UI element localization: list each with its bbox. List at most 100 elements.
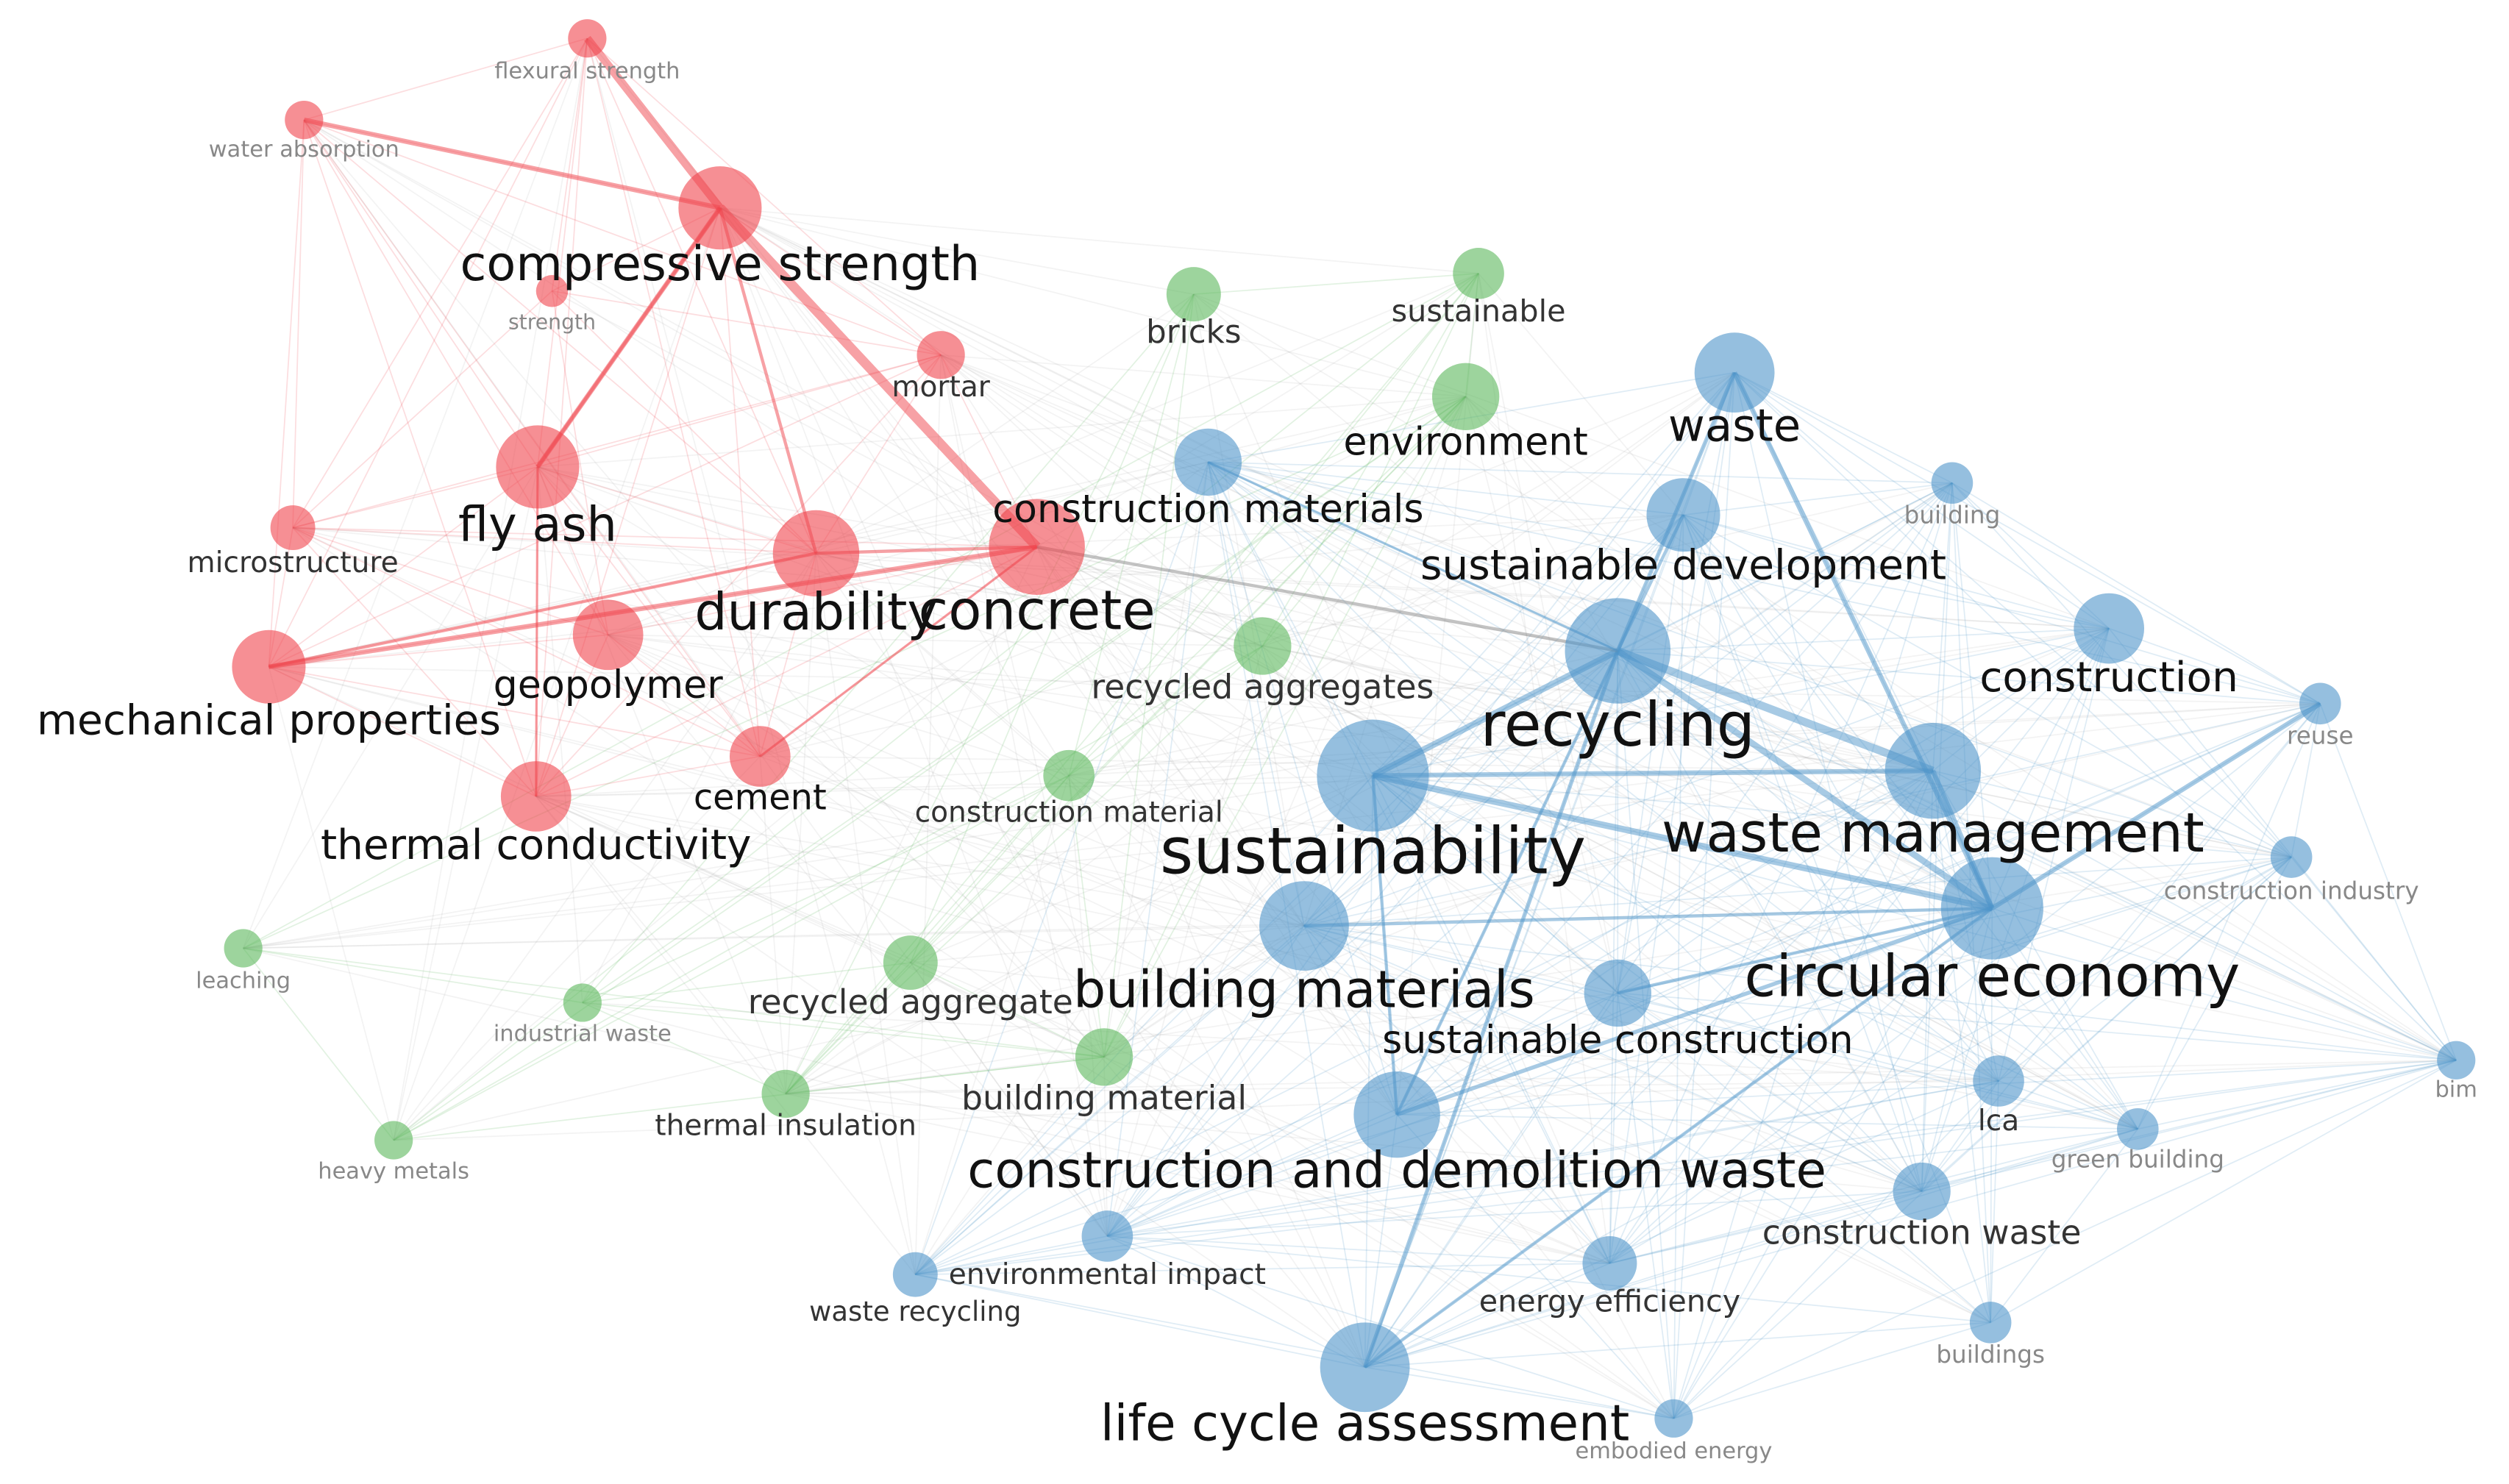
- edge: [759, 396, 1467, 757]
- node-label: sustainability: [1160, 813, 1586, 888]
- edge: [1208, 461, 2321, 704]
- edge: [1921, 1128, 2138, 1192]
- edge: [1036, 273, 1479, 548]
- edge: [816, 514, 1684, 554]
- edge: [537, 466, 1305, 927]
- edge: [910, 925, 1305, 963]
- edge: [607, 634, 1108, 1237]
- node-label: building material: [961, 1079, 1247, 1118]
- node: [761, 1069, 810, 1119]
- edge: [1068, 774, 2457, 1061]
- edge: [915, 1263, 1610, 1276]
- edge: [914, 650, 1618, 1275]
- edge: [1208, 461, 2457, 1061]
- edge: [1951, 482, 2292, 858]
- edge: [1465, 396, 2138, 1130]
- edge: [292, 527, 608, 636]
- edge: [1303, 482, 1953, 927]
- edge: [910, 775, 1070, 963]
- edge: [293, 527, 1037, 548]
- edge: [719, 207, 1618, 652]
- edge: [1207, 462, 1305, 927]
- edge: [1932, 482, 1953, 771]
- strong-edge: [1396, 906, 1993, 1117]
- edge: [535, 755, 761, 797]
- edge: [1364, 992, 1619, 1368]
- edge: [915, 1059, 2457, 1275]
- edge: [2138, 1059, 2457, 1130]
- strong-edge: [1371, 775, 1399, 1115]
- edge: [1068, 273, 1479, 777]
- edge: [243, 273, 1479, 949]
- edge: [551, 38, 588, 291]
- node: [1174, 428, 1242, 496]
- edge: [719, 207, 1934, 771]
- edge: [303, 119, 1999, 1082]
- node-label: construction: [1979, 654, 2238, 702]
- edge: [393, 702, 2321, 1141]
- node: [2074, 593, 2145, 664]
- edge: [760, 755, 1922, 1192]
- node: [883, 935, 938, 991]
- node: [1453, 248, 1504, 299]
- edge: [1364, 1321, 1991, 1369]
- edge: [292, 38, 588, 529]
- strong-edge: [1036, 545, 1618, 653]
- edge: [1998, 628, 2110, 1082]
- edge: [582, 293, 1195, 1004]
- edge: [268, 514, 1684, 668]
- node: [1646, 478, 1720, 552]
- edge: [1069, 702, 2321, 777]
- edge: [2291, 857, 2457, 1061]
- edge: [1673, 1080, 1999, 1419]
- edge: [535, 796, 1922, 1192]
- node-label: industrial waste: [494, 1021, 672, 1046]
- node: [1075, 1028, 1134, 1086]
- edge: [785, 546, 1038, 1094]
- nodes: [224, 19, 2476, 1438]
- edge: [1107, 1191, 1922, 1237]
- edge: [537, 466, 1373, 777]
- edges: [242, 35, 2458, 1419]
- edge: [1951, 482, 2321, 704]
- edge: [1734, 372, 2292, 858]
- edge: [1992, 907, 2457, 1061]
- edge: [1103, 294, 1195, 1057]
- edge: [1397, 1113, 2138, 1130]
- edge: [815, 293, 1195, 554]
- edge: [1617, 650, 1675, 1419]
- edge: [551, 290, 609, 635]
- edge: [1673, 628, 2110, 1419]
- edge: [1364, 482, 1953, 1368]
- edge: [1373, 774, 2292, 858]
- node-label: thermal insulation: [655, 1110, 917, 1143]
- edge: [815, 552, 1366, 1368]
- node: [568, 19, 607, 58]
- edge: [1303, 856, 2292, 927]
- edge: [1364, 1366, 1674, 1419]
- node: [917, 331, 965, 379]
- edge: [719, 207, 1479, 274]
- edge: [2108, 627, 2321, 704]
- edge: [915, 1235, 1108, 1275]
- edge: [303, 119, 1108, 1237]
- edge: [1103, 650, 1618, 1058]
- node-label: waste: [1668, 399, 1801, 452]
- edge: [268, 666, 2321, 704]
- node: [1584, 959, 1651, 1027]
- edge: [1103, 273, 1479, 1057]
- edge: [535, 796, 911, 963]
- node-label: flexural strength: [494, 58, 680, 84]
- edge: [1193, 272, 1479, 295]
- strong-edge: [1617, 907, 1993, 995]
- edge: [535, 774, 1373, 797]
- edge: [243, 774, 1373, 949]
- edge: [582, 396, 1467, 1004]
- strong-edge: [1395, 650, 1620, 1116]
- edge: [785, 293, 1195, 1094]
- node-label: sustainable construction: [1382, 1019, 1853, 1063]
- edge: [1103, 482, 1953, 1058]
- edge: [1396, 1114, 1675, 1419]
